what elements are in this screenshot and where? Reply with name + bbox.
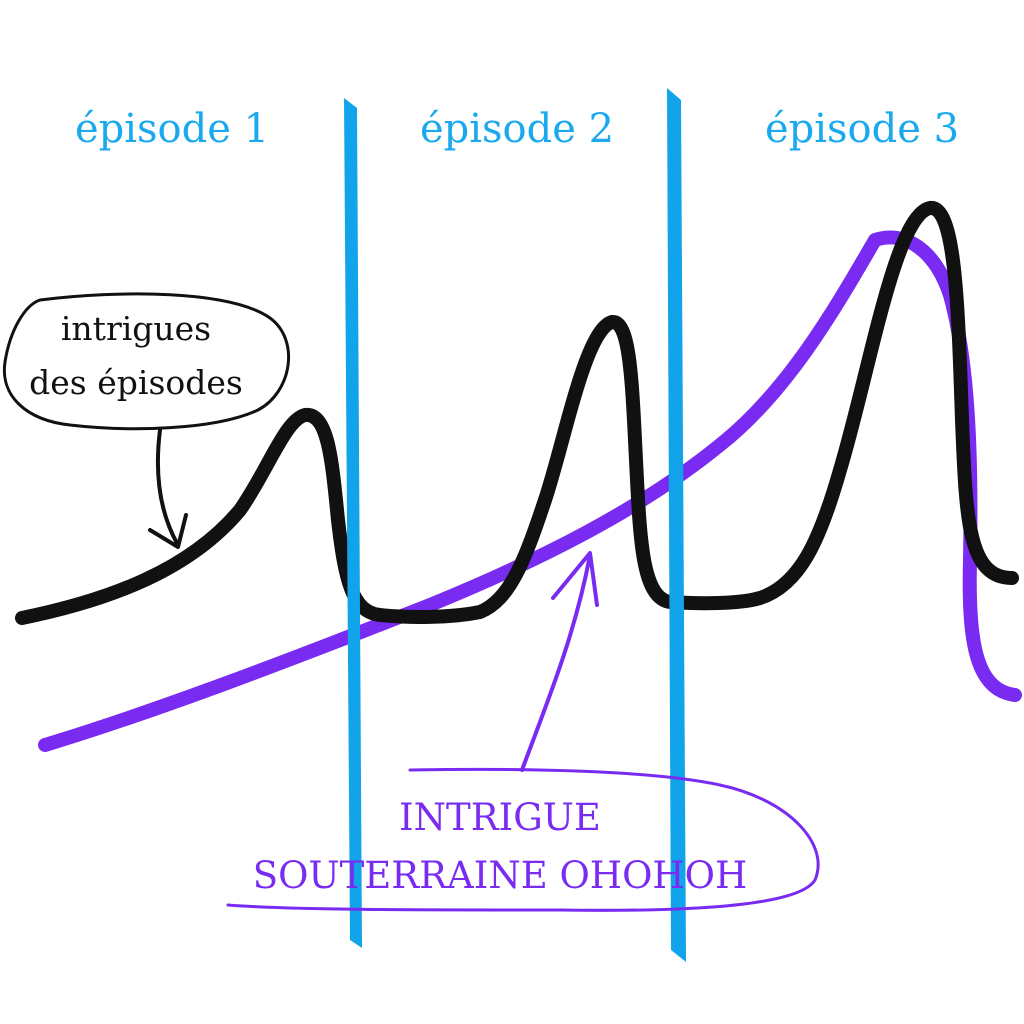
episode-plots-label-line2: des épisodes (29, 363, 243, 402)
underground-plot-label-line1: INTRIGUE (399, 796, 601, 839)
episode-plots-arrow (148, 428, 188, 549)
underground-plot-bubble (226, 767, 820, 912)
episode-divider-2 (667, 88, 686, 962)
episode-1-label: épisode 1 (75, 106, 269, 152)
episode-3-label: épisode 3 (765, 106, 959, 152)
underground-plot-label-line2: SOUTERRAINE OHOHOH (253, 854, 748, 897)
episode-2-label: épisode 2 (420, 106, 614, 152)
episode-plots-curve (15, 201, 1019, 625)
episode-plots-label-line1: intrigues (61, 309, 211, 348)
underground-plot-arrow (520, 551, 599, 772)
episode-divider-1 (344, 98, 362, 948)
episode-plots-bubble (2, 292, 291, 431)
